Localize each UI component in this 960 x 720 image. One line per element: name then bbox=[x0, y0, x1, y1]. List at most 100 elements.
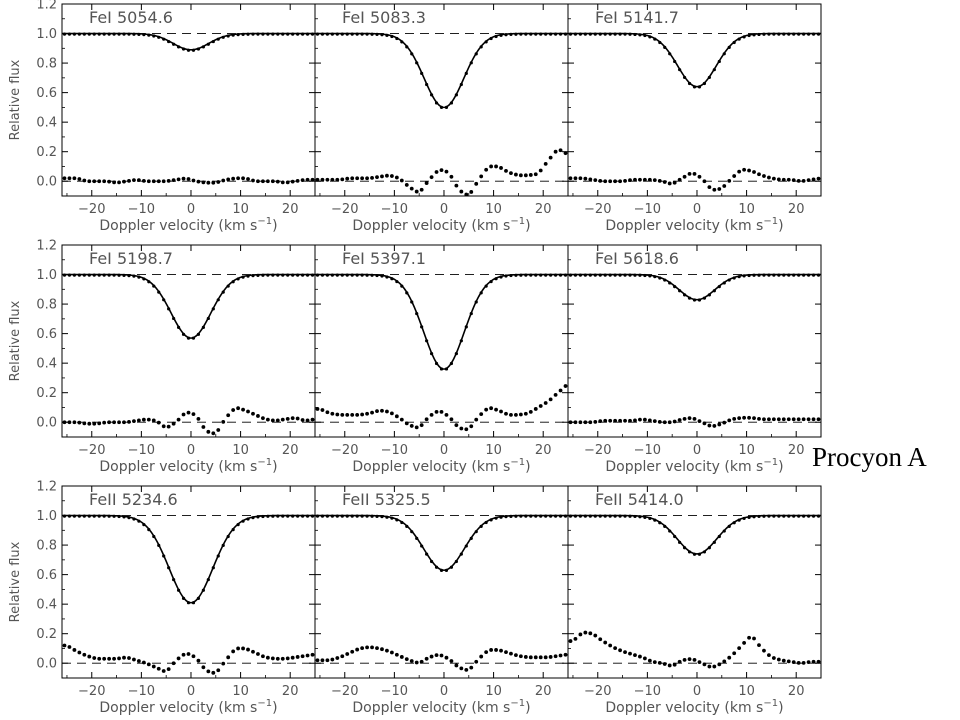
residual-point bbox=[290, 655, 295, 660]
observed-point bbox=[643, 515, 647, 519]
observed-point bbox=[320, 32, 325, 36]
observed-point bbox=[484, 40, 488, 44]
observed-point bbox=[360, 273, 364, 277]
observed-point bbox=[727, 524, 731, 528]
observed-point bbox=[251, 274, 255, 278]
observed-point bbox=[211, 566, 215, 570]
residual-points bbox=[315, 148, 568, 196]
observed-point bbox=[628, 32, 632, 36]
observed-point bbox=[127, 274, 131, 278]
residual-point bbox=[449, 174, 454, 179]
residual-point bbox=[394, 175, 399, 180]
observed-point bbox=[291, 514, 295, 518]
y-tick-label: 1.0 bbox=[36, 268, 57, 283]
residual-point bbox=[77, 420, 82, 425]
residual-point bbox=[201, 425, 206, 429]
residual-point bbox=[762, 417, 766, 422]
observed-point bbox=[186, 336, 191, 340]
residual-point bbox=[370, 176, 374, 180]
x-tick-label: 20 bbox=[788, 202, 805, 217]
observed-point bbox=[697, 552, 702, 556]
observed-point bbox=[434, 565, 439, 569]
observed-point bbox=[226, 34, 230, 38]
observed-point bbox=[152, 34, 156, 38]
residual-point bbox=[181, 176, 186, 181]
residual-point bbox=[290, 416, 295, 421]
residual-point bbox=[196, 179, 201, 184]
observed-point bbox=[72, 273, 77, 277]
observed-point bbox=[494, 277, 498, 281]
observed-point bbox=[132, 274, 136, 278]
observed-point bbox=[107, 32, 111, 36]
residual-point bbox=[161, 179, 166, 184]
x-axis-label-main: Doppler velocity (km s bbox=[99, 459, 257, 475]
observed-point bbox=[474, 530, 478, 534]
residual-point bbox=[638, 654, 642, 659]
residual-point bbox=[186, 652, 191, 656]
observed-point bbox=[375, 514, 379, 518]
observed-profile-points bbox=[62, 32, 315, 52]
residual-point bbox=[633, 418, 637, 423]
residual-point bbox=[186, 410, 191, 415]
residual-point bbox=[543, 161, 548, 166]
residual-point bbox=[300, 654, 305, 659]
observed-point bbox=[72, 514, 77, 518]
residual-point bbox=[548, 155, 553, 160]
residual-point bbox=[380, 647, 384, 652]
residual-point bbox=[434, 653, 439, 658]
observed-point bbox=[300, 273, 305, 277]
observed-point bbox=[464, 71, 468, 75]
observed-point bbox=[221, 543, 225, 547]
residual-point bbox=[216, 180, 221, 184]
x-tick-label: 10 bbox=[232, 202, 249, 217]
residual-point bbox=[752, 416, 756, 421]
residual-point bbox=[305, 177, 310, 182]
residual-point bbox=[553, 654, 558, 659]
observed-point bbox=[613, 514, 617, 518]
residual-point bbox=[494, 164, 498, 169]
residual-point bbox=[523, 173, 528, 178]
observed-point bbox=[519, 32, 523, 36]
observed-point bbox=[330, 273, 334, 277]
residual-point bbox=[132, 657, 136, 662]
residual-point bbox=[509, 651, 513, 656]
observed-point bbox=[534, 32, 538, 36]
residual-point bbox=[638, 417, 642, 422]
residual-point bbox=[171, 661, 176, 666]
residual-point bbox=[707, 185, 712, 190]
x-axis-label-main: Doppler velocity (km s bbox=[99, 700, 257, 716]
residual-point bbox=[82, 652, 87, 657]
residual-point bbox=[806, 178, 811, 183]
x-tick-label: 20 bbox=[282, 684, 299, 699]
residual-point bbox=[112, 656, 116, 661]
x-axis-label: Doppler velocity (km s−1) bbox=[605, 457, 783, 475]
x-axis-label-end: ) bbox=[272, 459, 277, 475]
observed-point bbox=[573, 273, 578, 277]
residual-point bbox=[801, 178, 806, 183]
observed-point bbox=[330, 32, 334, 36]
x-tick-label: −20 bbox=[331, 202, 358, 217]
x-axis-label-main: Doppler velocity (km s bbox=[352, 218, 510, 234]
residual-point bbox=[191, 178, 196, 183]
residual-point bbox=[171, 421, 176, 426]
observed-point bbox=[792, 273, 796, 277]
residual-point bbox=[509, 412, 513, 417]
residual-point bbox=[385, 173, 389, 178]
residual-point bbox=[241, 176, 245, 181]
observed-point bbox=[524, 514, 528, 518]
residual-point bbox=[578, 176, 583, 181]
observed-point bbox=[514, 514, 518, 518]
residual-point bbox=[672, 662, 677, 667]
observed-point bbox=[82, 273, 86, 277]
residual-point bbox=[434, 170, 439, 174]
x-axis-label: Doppler velocity (km s−1) bbox=[99, 457, 277, 475]
residual-point bbox=[474, 417, 479, 422]
observed-point bbox=[395, 279, 399, 284]
observed-point bbox=[553, 32, 558, 36]
observed-point bbox=[385, 275, 389, 279]
residual-point bbox=[712, 424, 717, 428]
observed-point bbox=[534, 514, 538, 518]
observed-point bbox=[802, 273, 806, 277]
residual-point bbox=[355, 647, 360, 652]
residual-point bbox=[310, 177, 315, 182]
